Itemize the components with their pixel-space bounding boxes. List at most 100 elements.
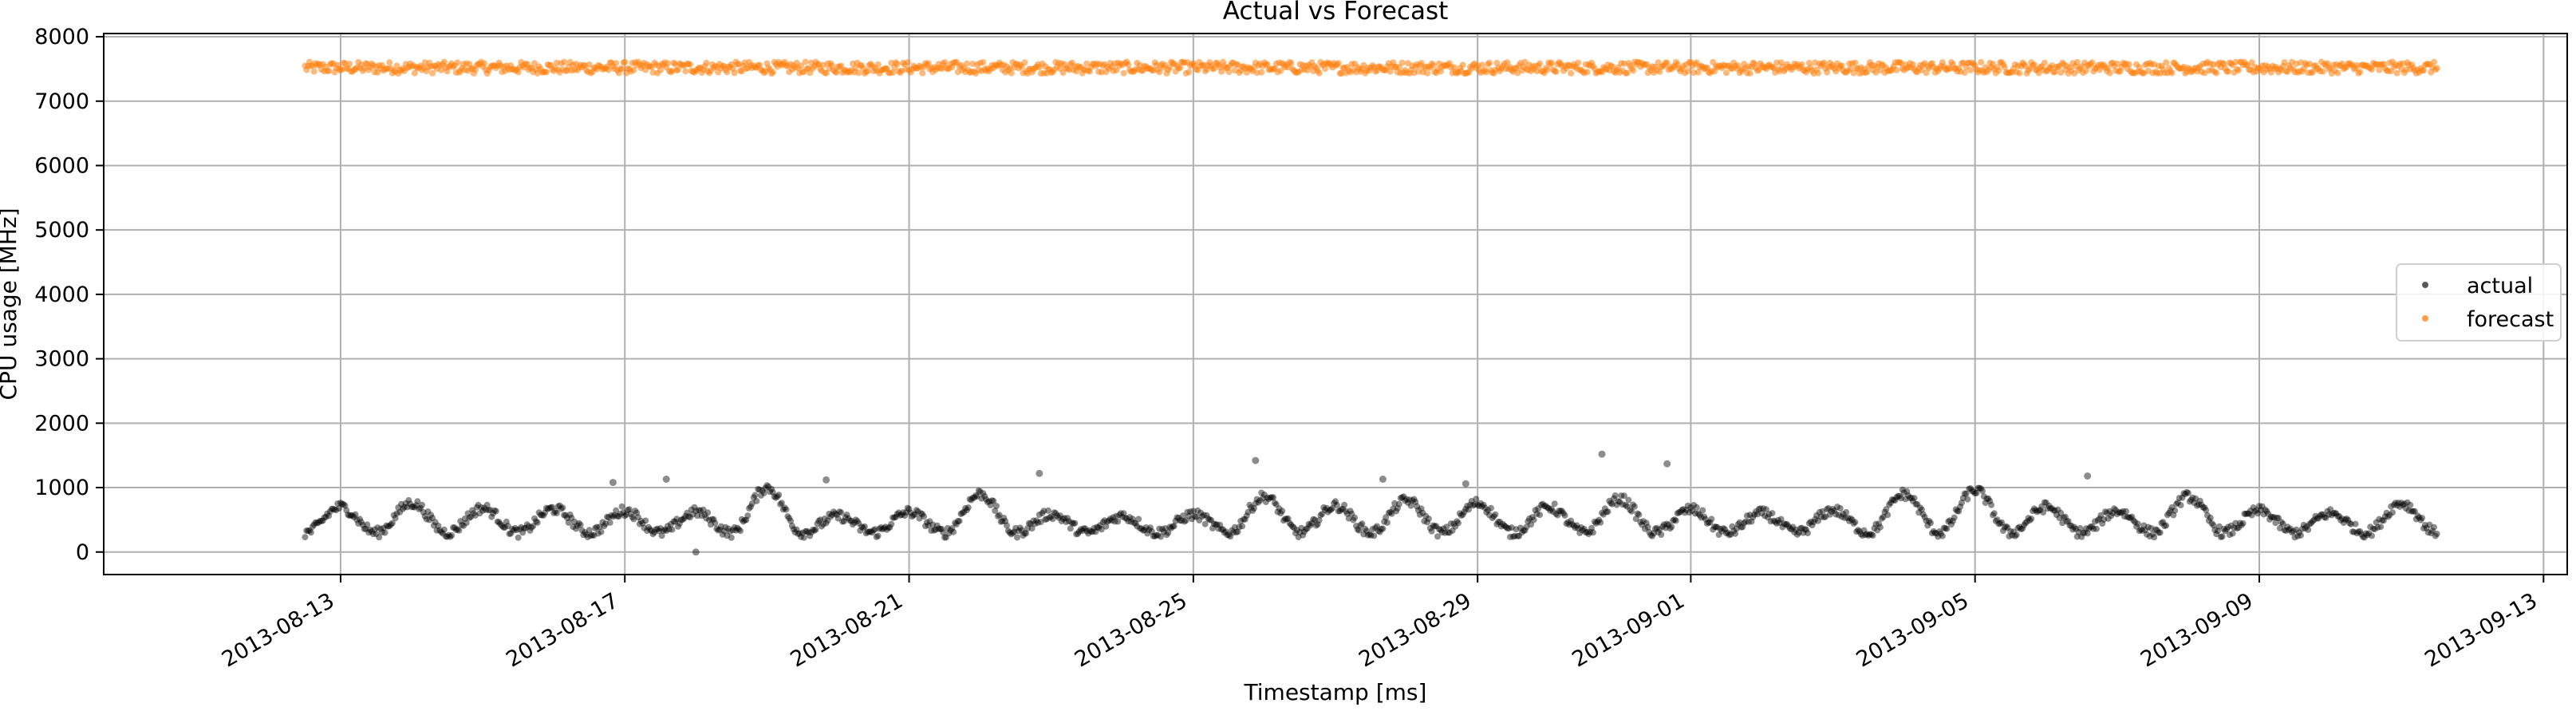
actual-point (907, 509, 914, 516)
actual-point (416, 506, 423, 512)
actual-point (1876, 523, 1884, 531)
actual-point (814, 520, 821, 527)
actual-point (1286, 519, 1293, 527)
actual-point (1831, 508, 1838, 515)
actual-point (2383, 509, 2390, 516)
actual-point (2318, 511, 2325, 518)
actual-point (1687, 504, 1694, 511)
actual-point (1099, 519, 1107, 526)
actual-point (912, 511, 918, 518)
actual-point (1227, 533, 1234, 540)
actual-point (1589, 529, 1596, 536)
actual-point (1917, 504, 1923, 512)
actual-point (420, 509, 427, 515)
forecast-point (531, 60, 538, 67)
actual-point (1582, 529, 1589, 536)
actual-point (1689, 508, 1696, 515)
actual-point (2238, 522, 2245, 529)
actual-point (1539, 500, 1546, 508)
actual-point (426, 516, 433, 523)
actual-point (838, 509, 845, 516)
actual-point (2144, 531, 2150, 538)
actual-point (1537, 512, 1544, 519)
actual-point (2139, 527, 2146, 534)
actual-point (809, 526, 816, 533)
actual-point (1104, 518, 1111, 525)
actual-point (1279, 508, 1286, 515)
actual-point (2075, 529, 2082, 535)
actual-point (2236, 519, 2243, 527)
actual-point (878, 524, 885, 531)
actual-point (1312, 522, 1320, 529)
forecast-point (1947, 65, 1954, 73)
actual-point (1086, 527, 1093, 534)
actual-point (1369, 526, 1376, 533)
actual-point (904, 504, 911, 512)
actual-point (2101, 516, 2108, 523)
actual-point (598, 528, 605, 535)
actual-point (1260, 495, 1267, 501)
actual-point (2053, 512, 2060, 518)
actual-point (2032, 507, 2039, 514)
actual-point (1573, 522, 1580, 529)
actual-point (1893, 494, 1900, 501)
actual-point (1781, 520, 1788, 527)
actual-point (637, 517, 645, 524)
actual-point (800, 534, 807, 541)
actual-point (1696, 512, 1703, 519)
forecast-point (657, 66, 664, 73)
actual-point (589, 531, 596, 539)
actual-point (1675, 509, 1682, 516)
forecast-point (1990, 61, 1996, 68)
forecast-point (2433, 65, 2440, 72)
forecast-point (2309, 69, 2316, 76)
forecast-point (2235, 67, 2242, 74)
actual-point (827, 513, 834, 520)
forecast-point (2431, 58, 2437, 65)
actual-point (1168, 524, 1174, 531)
forecast-point (2319, 68, 2326, 75)
actual-point (2059, 519, 2066, 527)
actual-point (2346, 519, 2353, 527)
actual-point (1336, 508, 1343, 515)
actual-point (1679, 507, 1686, 513)
actual-point (1662, 524, 1669, 531)
actual-point (1890, 496, 1897, 504)
actual-point (515, 534, 522, 541)
actual-point (2136, 527, 2143, 535)
actual-point (522, 524, 529, 531)
actual-point (743, 516, 750, 523)
actual-point (1154, 531, 1162, 539)
actual-point (1264, 494, 1271, 501)
actual-point (1812, 515, 1819, 523)
forecast-point (2281, 59, 2288, 66)
actual-point (2373, 519, 2380, 526)
actual-point (1160, 528, 1167, 535)
actual-point (2246, 510, 2252, 517)
actual-point (1957, 504, 1964, 510)
actual-point (1296, 529, 1304, 535)
actual-point (2402, 505, 2409, 512)
actual-point (1009, 529, 1016, 536)
actual-point (1107, 515, 1114, 522)
actual-point (2294, 532, 2302, 539)
actual-point (1221, 529, 1228, 536)
actual-point (1795, 529, 1802, 536)
actual-point (1770, 517, 1777, 524)
actual-point (2397, 503, 2404, 510)
actual-point (2309, 518, 2316, 525)
actual-point (704, 509, 712, 516)
actual-point (1333, 501, 1340, 508)
actual-outlier-point (1036, 469, 1043, 477)
actual-point (1030, 517, 1037, 524)
actual-point (636, 520, 643, 527)
actual-point (2345, 516, 2352, 523)
forecast-point (2016, 69, 2023, 77)
actual-point (2293, 526, 2300, 533)
actual-point (2183, 488, 2191, 496)
actual-point (1284, 515, 1292, 522)
actual-point (1702, 515, 1709, 523)
forecast-point (480, 60, 487, 67)
actual-point (655, 527, 662, 535)
actual-point (1824, 506, 1831, 513)
